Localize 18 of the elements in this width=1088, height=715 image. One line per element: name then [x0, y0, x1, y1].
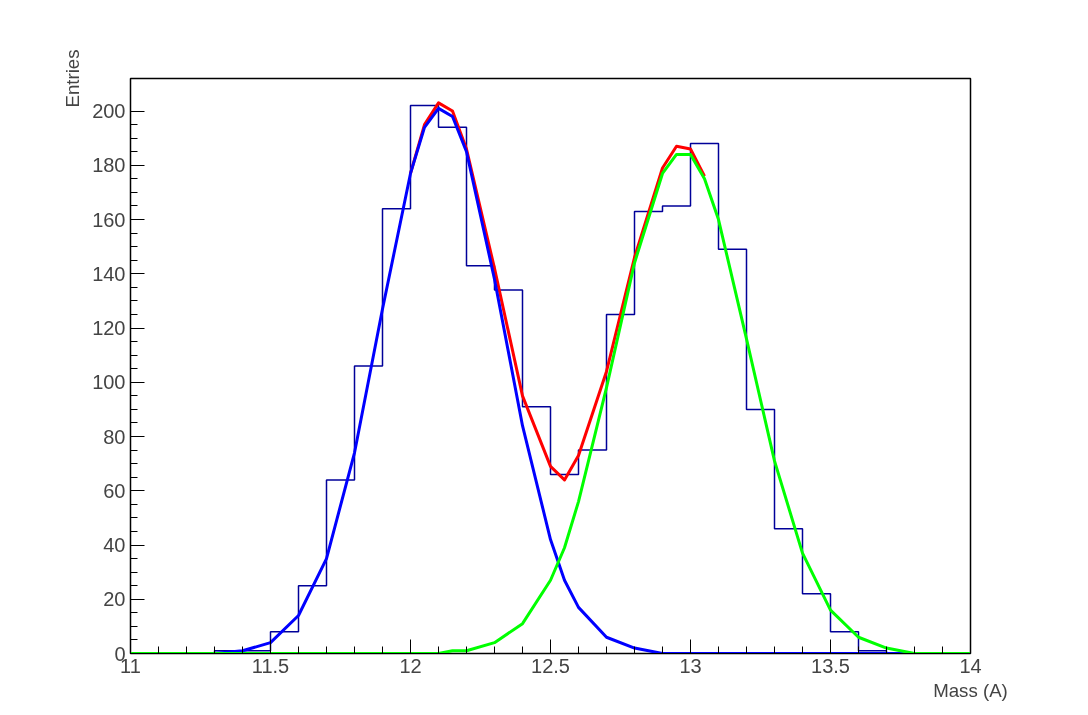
x-tick-label: 12.5 — [531, 654, 570, 677]
y-tick-label: 120 — [92, 317, 126, 340]
x-tick-label: 13 — [679, 654, 702, 677]
y-tick-label: 100 — [92, 371, 126, 394]
x-axis-title: Mass (A) — [933, 679, 1008, 701]
x-tick-label: 13.5 — [811, 654, 850, 677]
y-tick-label: 40 — [103, 534, 126, 557]
y-tick-label: 140 — [92, 262, 126, 285]
y-tick-label: 180 — [92, 154, 126, 177]
y-tick-label: 200 — [92, 100, 126, 123]
y-tick-label: 160 — [92, 208, 126, 231]
y-tick-label: 60 — [103, 479, 126, 502]
x-tick-label: 11.5 — [251, 654, 290, 677]
y-tick-label: 80 — [103, 425, 126, 448]
y-tick-label: 20 — [103, 588, 126, 611]
x-tick-label: 14 — [959, 654, 982, 677]
y-axis-title: Entries — [62, 49, 84, 108]
x-tick-label: 12 — [399, 654, 422, 677]
